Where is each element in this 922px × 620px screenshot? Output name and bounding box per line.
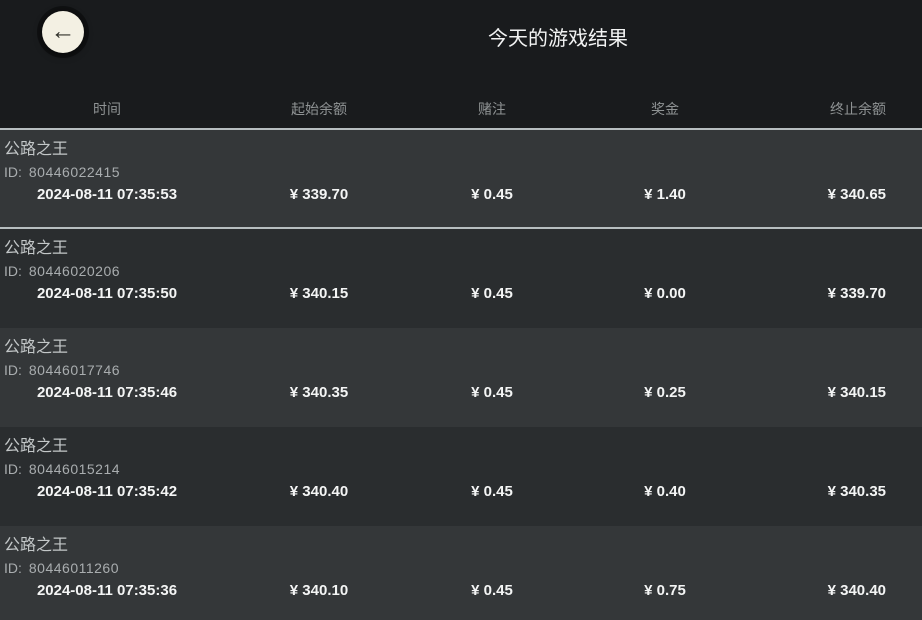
- game-name: 公路之王: [4, 537, 69, 554]
- column-header-row: 时间 起始余额 赌注 奖金 终止余额: [0, 101, 922, 117]
- time-cell: 2024-08-11 07:35:42: [36, 483, 178, 500]
- prize-cell: ¥ 1.40: [644, 186, 686, 203]
- page-header: ← 今天的游戏结果 时间 起始余额 赌注 奖金 终止余额: [0, 0, 922, 130]
- back-arrow-icon: ←: [50, 16, 76, 45]
- end-balance-cell: ¥ 340.15: [827, 384, 886, 401]
- table-row: 公路之王 ID: 80446020206 2024-08-11 07:35:50 …: [0, 229, 922, 328]
- id-value: 80446020206: [28, 263, 121, 279]
- back-button[interactable]: ←: [42, 11, 84, 53]
- page-title: 今天的游戏结果: [488, 28, 628, 50]
- id-label: ID:: [4, 164, 22, 180]
- end-balance-cell: ¥ 339.70: [827, 285, 886, 302]
- table-row: 公路之王 ID: 80446011260 2024-08-11 07:35:36 …: [0, 526, 922, 620]
- table-row: 公路之王 ID: 80446017746 2024-08-11 07:35:46 …: [0, 328, 922, 427]
- game-id: ID: 80446015214: [0, 460, 922, 478]
- prize-cell: ¥ 0.25: [644, 384, 686, 401]
- id-value: 80446017746: [28, 362, 121, 378]
- bet-cell: ¥ 0.45: [471, 285, 513, 302]
- column-header-end-balance: 终止余额: [830, 101, 886, 117]
- start-balance-cell: ¥ 340.40: [289, 483, 349, 500]
- column-header-time: 时间: [93, 101, 121, 117]
- row-values: 2024-08-11 07:35:46 ¥ 340.35 ¥ 0.45 ¥ 0.…: [0, 383, 922, 403]
- row-values: 2024-08-11 07:35:53 ¥ 339.70 ¥ 0.45 ¥ 1.…: [0, 185, 922, 205]
- row-values: 2024-08-11 07:35:50 ¥ 340.15 ¥ 0.45 ¥ 0.…: [0, 284, 922, 304]
- bet-cell: ¥ 0.45: [471, 384, 513, 401]
- time-cell: 2024-08-11 07:35:46: [36, 384, 178, 401]
- game-name: 公路之王: [4, 141, 69, 158]
- time-cell: 2024-08-11 07:35:36: [36, 582, 178, 599]
- game-id: ID: 80446017746: [0, 361, 922, 379]
- table-row: 公路之王 ID: 80446022415 2024-08-11 07:35:53 …: [0, 130, 922, 229]
- id-value: 80446015214: [28, 461, 121, 477]
- game-id: ID: 80446020206: [0, 262, 922, 280]
- bet-cell: ¥ 0.45: [471, 483, 513, 500]
- time-cell: 2024-08-11 07:35:53: [36, 186, 178, 203]
- end-balance-cell: ¥ 340.35: [827, 483, 886, 500]
- bet-cell: ¥ 0.45: [471, 582, 513, 599]
- column-header-prize: 奖金: [651, 101, 679, 117]
- start-balance-cell: ¥ 340.35: [289, 384, 349, 401]
- start-balance-cell: ¥ 340.10: [289, 582, 349, 599]
- time-cell: 2024-08-11 07:35:50: [36, 285, 178, 302]
- prize-cell: ¥ 0.40: [644, 483, 686, 500]
- row-values: 2024-08-11 07:35:36 ¥ 340.10 ¥ 0.45 ¥ 0.…: [0, 581, 922, 601]
- id-label: ID:: [4, 560, 22, 576]
- game-name: 公路之王: [4, 339, 69, 356]
- id-label: ID:: [4, 263, 22, 279]
- column-header-start-balance: 起始余额: [291, 101, 347, 117]
- prize-cell: ¥ 0.75: [644, 582, 686, 599]
- game-name: 公路之王: [4, 438, 69, 455]
- id-label: ID:: [4, 461, 22, 477]
- game-name: 公路之王: [4, 240, 69, 257]
- start-balance-cell: ¥ 340.15: [289, 285, 349, 302]
- id-label: ID:: [4, 362, 22, 378]
- results-list: 公路之王 ID: 80446022415 2024-08-11 07:35:53 …: [0, 130, 922, 620]
- start-balance-cell: ¥ 339.70: [289, 186, 349, 203]
- id-value: 80446022415: [28, 164, 121, 180]
- end-balance-cell: ¥ 340.40: [827, 582, 886, 599]
- prize-cell: ¥ 0.00: [644, 285, 686, 302]
- table-row: 公路之王 ID: 80446015214 2024-08-11 07:35:42 …: [0, 427, 922, 526]
- end-balance-cell: ¥ 340.65: [827, 186, 886, 203]
- id-value: 80446011260: [28, 560, 119, 576]
- column-header-bet: 赌注: [478, 101, 506, 117]
- game-id: ID: 80446011260: [0, 559, 922, 577]
- game-id: ID: 80446022415: [0, 163, 922, 181]
- row-values: 2024-08-11 07:35:42 ¥ 340.40 ¥ 0.45 ¥ 0.…: [0, 482, 922, 502]
- bet-cell: ¥ 0.45: [471, 186, 513, 203]
